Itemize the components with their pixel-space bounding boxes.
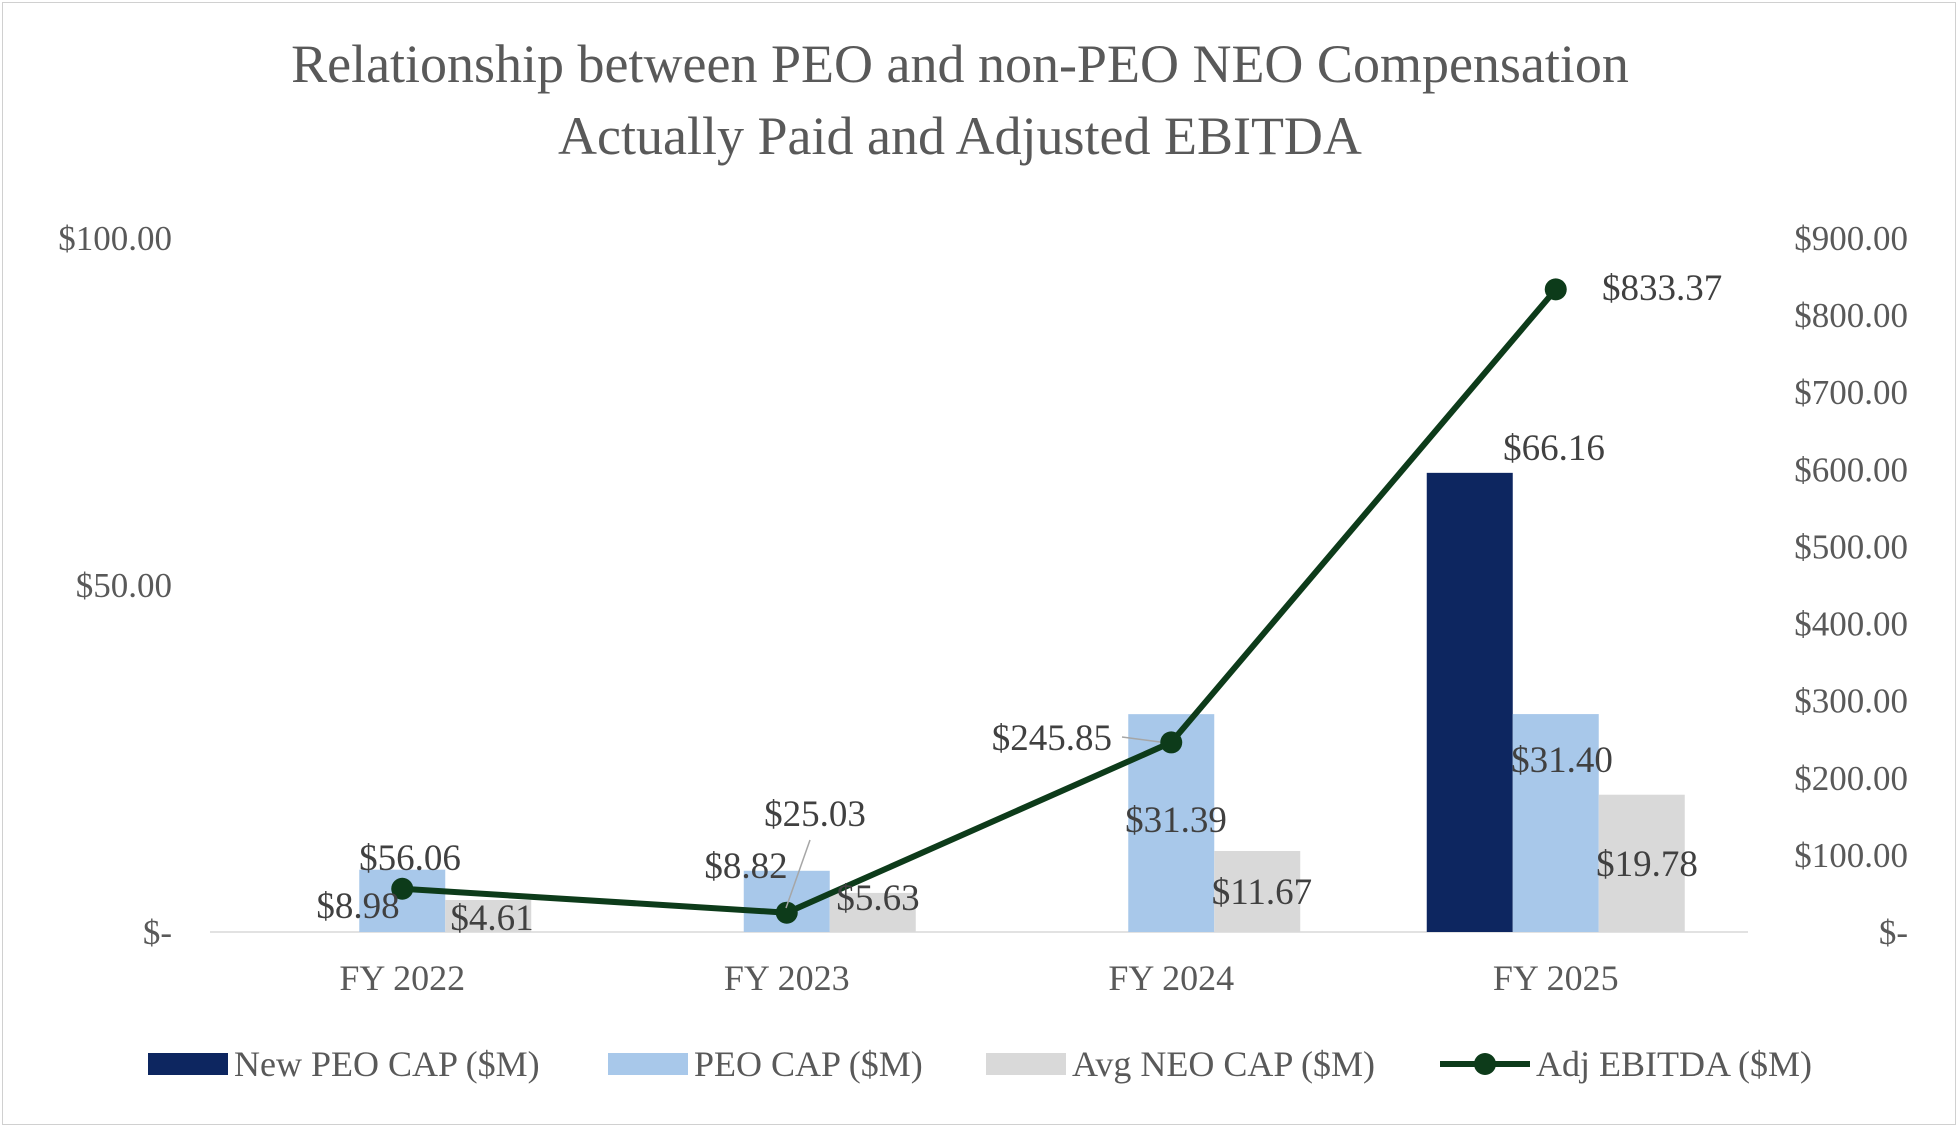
legend: New PEO CAP ($M) PEO CAP ($M) Avg NEO CAP …: [148, 1044, 1812, 1084]
y-right-tick-label: $600.00: [1794, 450, 1908, 489]
bar-data-label: $19.78: [1596, 844, 1698, 885]
ebitda-point: [391, 877, 414, 900]
legend-label: Adj EBITDA ($M): [1536, 1044, 1812, 1084]
y-left-tick-label: $-: [143, 913, 172, 952]
y-left-tick-label: $100.00: [58, 219, 172, 258]
bar-avg-neo-cap-m: [445, 900, 532, 932]
leader-line: [1121, 736, 1161, 743]
chart-title-line-2: Actually Paid and Adjusted EBITDA: [558, 106, 1362, 166]
bar-avg-neo-cap-m: [1598, 794, 1685, 932]
bar-data-label: $4.61: [450, 898, 533, 939]
y-right-tick-label: $300.00: [1794, 682, 1908, 721]
x-tick-label: FY 2025: [1493, 958, 1619, 998]
y-right-tick-label: $-: [1879, 913, 1908, 952]
bar-data-label: $31.39: [1125, 800, 1227, 841]
y-left-tick-label: $50.00: [76, 566, 172, 605]
bar-avg-neo-cap-m: [1214, 851, 1301, 932]
bar-data-label: $8.98: [316, 886, 399, 927]
legend-swatch: [986, 1053, 1066, 1075]
bar-data-label: $31.40: [1511, 740, 1613, 781]
bar-peo-cap-m: [1512, 714, 1599, 932]
y-right-tick-label: $500.00: [1794, 527, 1908, 566]
x-tick-label: FY 2024: [1108, 958, 1234, 998]
ebitda-point: [1544, 278, 1567, 301]
y-right-tick-label: $400.00: [1794, 605, 1908, 644]
y-right-tick-label: $700.00: [1794, 373, 1908, 412]
y-right-tick-label: $800.00: [1794, 296, 1908, 335]
ebitda-data-label: $245.85: [992, 718, 1112, 759]
ebitda-data-label: $25.03: [764, 794, 866, 835]
x-tick-label: FY 2023: [724, 958, 850, 998]
bar-data-label: $11.67: [1212, 872, 1312, 913]
legend-label: New PEO CAP ($M): [234, 1044, 540, 1084]
ebitda-point: [1160, 731, 1183, 754]
ebitda-line: [391, 278, 1567, 924]
legend-swatch: [148, 1053, 228, 1075]
bar-data-label: $66.16: [1503, 428, 1605, 469]
ebitda-point: [775, 901, 798, 924]
legend-swatch: [608, 1053, 688, 1075]
legend-marker: [1474, 1053, 1496, 1075]
y-right-tick-label: $900.00: [1794, 219, 1908, 258]
x-tick-label: FY 2022: [339, 958, 465, 998]
chart-title-line-1: Relationship between PEO and non-PEO NEO…: [291, 34, 1629, 94]
legend-label: Avg NEO CAP ($M): [1072, 1044, 1375, 1084]
bars: [359, 472, 1685, 932]
bar-data-label: $5.63: [836, 878, 919, 919]
ebitda-data-label: $56.06: [359, 838, 461, 879]
leader-line: [785, 839, 811, 909]
ebitda-data-label: $833.37: [1602, 268, 1722, 309]
data-labels: $66.16 $8.98 $8.82 $31.39 $31.40 $4.61 $5.63 $1…: [316, 268, 1722, 939]
chart-title: Relationship between PEO and non-PEO NEO…: [291, 34, 1629, 166]
legend-label: PEO CAP ($M): [694, 1044, 923, 1084]
bar-avg-neo-cap-m: [829, 892, 916, 932]
bar-new-peo-cap-m: [1426, 472, 1513, 932]
y-right-tick-label: $100.00: [1794, 836, 1908, 875]
ebitda-line-path: [402, 287, 1559, 916]
y-right-tick-label: $200.00: [1794, 759, 1908, 798]
bar-data-label: $8.82: [704, 846, 787, 887]
